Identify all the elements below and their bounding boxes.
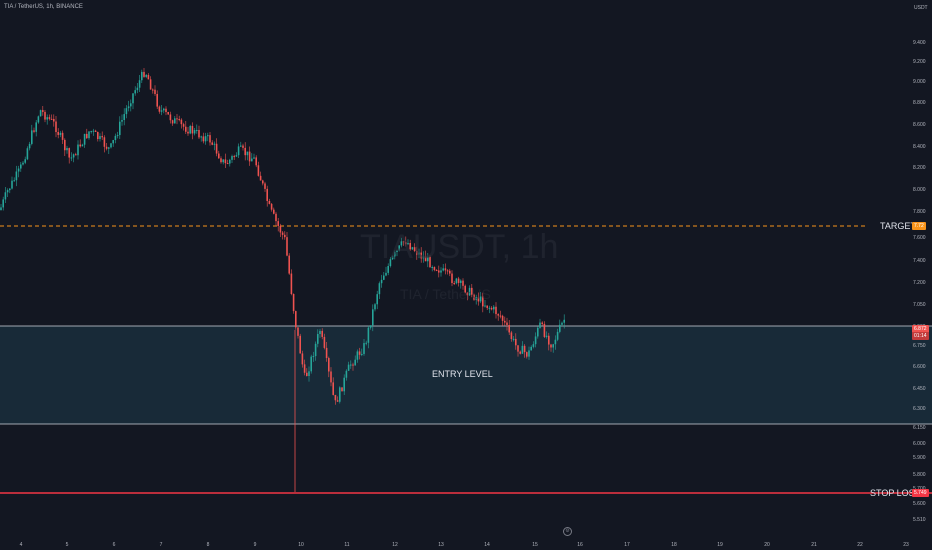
price-tick: 8.800 [913,100,926,106]
price-tick: 6.450 [913,386,926,392]
time-tick: 9 [254,542,257,548]
time-tick: 15 [532,542,538,548]
watermark-symbol: TIAUSDT, 1h [360,228,559,266]
price-tick: 5.900 [913,455,926,461]
price-tick: 6.750 [913,343,926,349]
stop-price-tag: 5.749 [912,489,929,497]
time-tick: 6 [113,542,116,548]
time-tick: 18 [671,542,677,548]
time-tick: 8 [207,542,210,548]
time-tick: 22 [857,542,863,548]
price-tick: 7.400 [913,258,926,264]
stop-loss-label: STOP LOSS [870,488,921,498]
watermark-description: TIA / TetherUS [400,286,491,302]
entry-zone [0,326,932,424]
price-tick: 7.600 [913,235,926,241]
time-tick: 12 [392,542,398,548]
candles [0,67,565,492]
price-tick: 8.400 [913,144,926,150]
time-tick: 11 [344,542,349,548]
price-tick: 7.800 [913,209,926,215]
target-price-tag: 7.72 [912,222,926,230]
time-tick: 14 [484,542,490,548]
time-tick: 7 [160,542,163,548]
price-tick: 7.050 [913,302,926,308]
time-tick: 5 [66,542,69,548]
time-tick: 17 [624,542,630,548]
price-tick: 6.600 [913,364,926,370]
entry-level-label: ENTRY LEVEL [432,369,493,379]
time-tick: 4 [20,542,23,548]
time-tick: 19 [717,542,723,548]
countdown-tag: 01:14 [912,332,929,340]
price-tick: 5.800 [913,472,926,478]
time-tick: 16 [577,542,583,548]
time-tick: 23 [903,542,909,548]
price-tick: 9.400 [913,40,926,46]
time-tick: 10 [298,542,304,548]
price-tick: 7.200 [913,280,926,286]
time-tick: 20 [764,542,770,548]
price-tick: 8.000 [913,187,926,193]
price-tick: 8.600 [913,122,926,128]
price-tick: 6.000 [913,441,926,447]
price-tick: 5.510 [913,517,926,523]
price-tick: 5.600 [913,501,926,507]
time-axis[interactable]: 4 5 6 7 8 9 10 11 12 13 14 15 16 17 18 19 20 21 22 23 [20,542,909,548]
gear-icon[interactable]: ⚙ [563,527,572,536]
symbol-title: TIA / TetherUS, 1h, BINANCE [4,4,83,10]
price-tick: 6.150 [913,425,926,431]
target-label: TARGET [880,221,916,231]
time-tick: 21 [811,542,817,548]
price-tick: 8.200 [913,165,926,171]
price-tick: 6.300 [913,406,926,412]
time-tick: 13 [438,542,444,548]
currency-label: USDT [914,5,928,11]
current-price-tag: 6.872 [912,325,929,333]
price-tick: 9.200 [913,59,926,65]
price-tick: 9.000 [913,79,926,85]
